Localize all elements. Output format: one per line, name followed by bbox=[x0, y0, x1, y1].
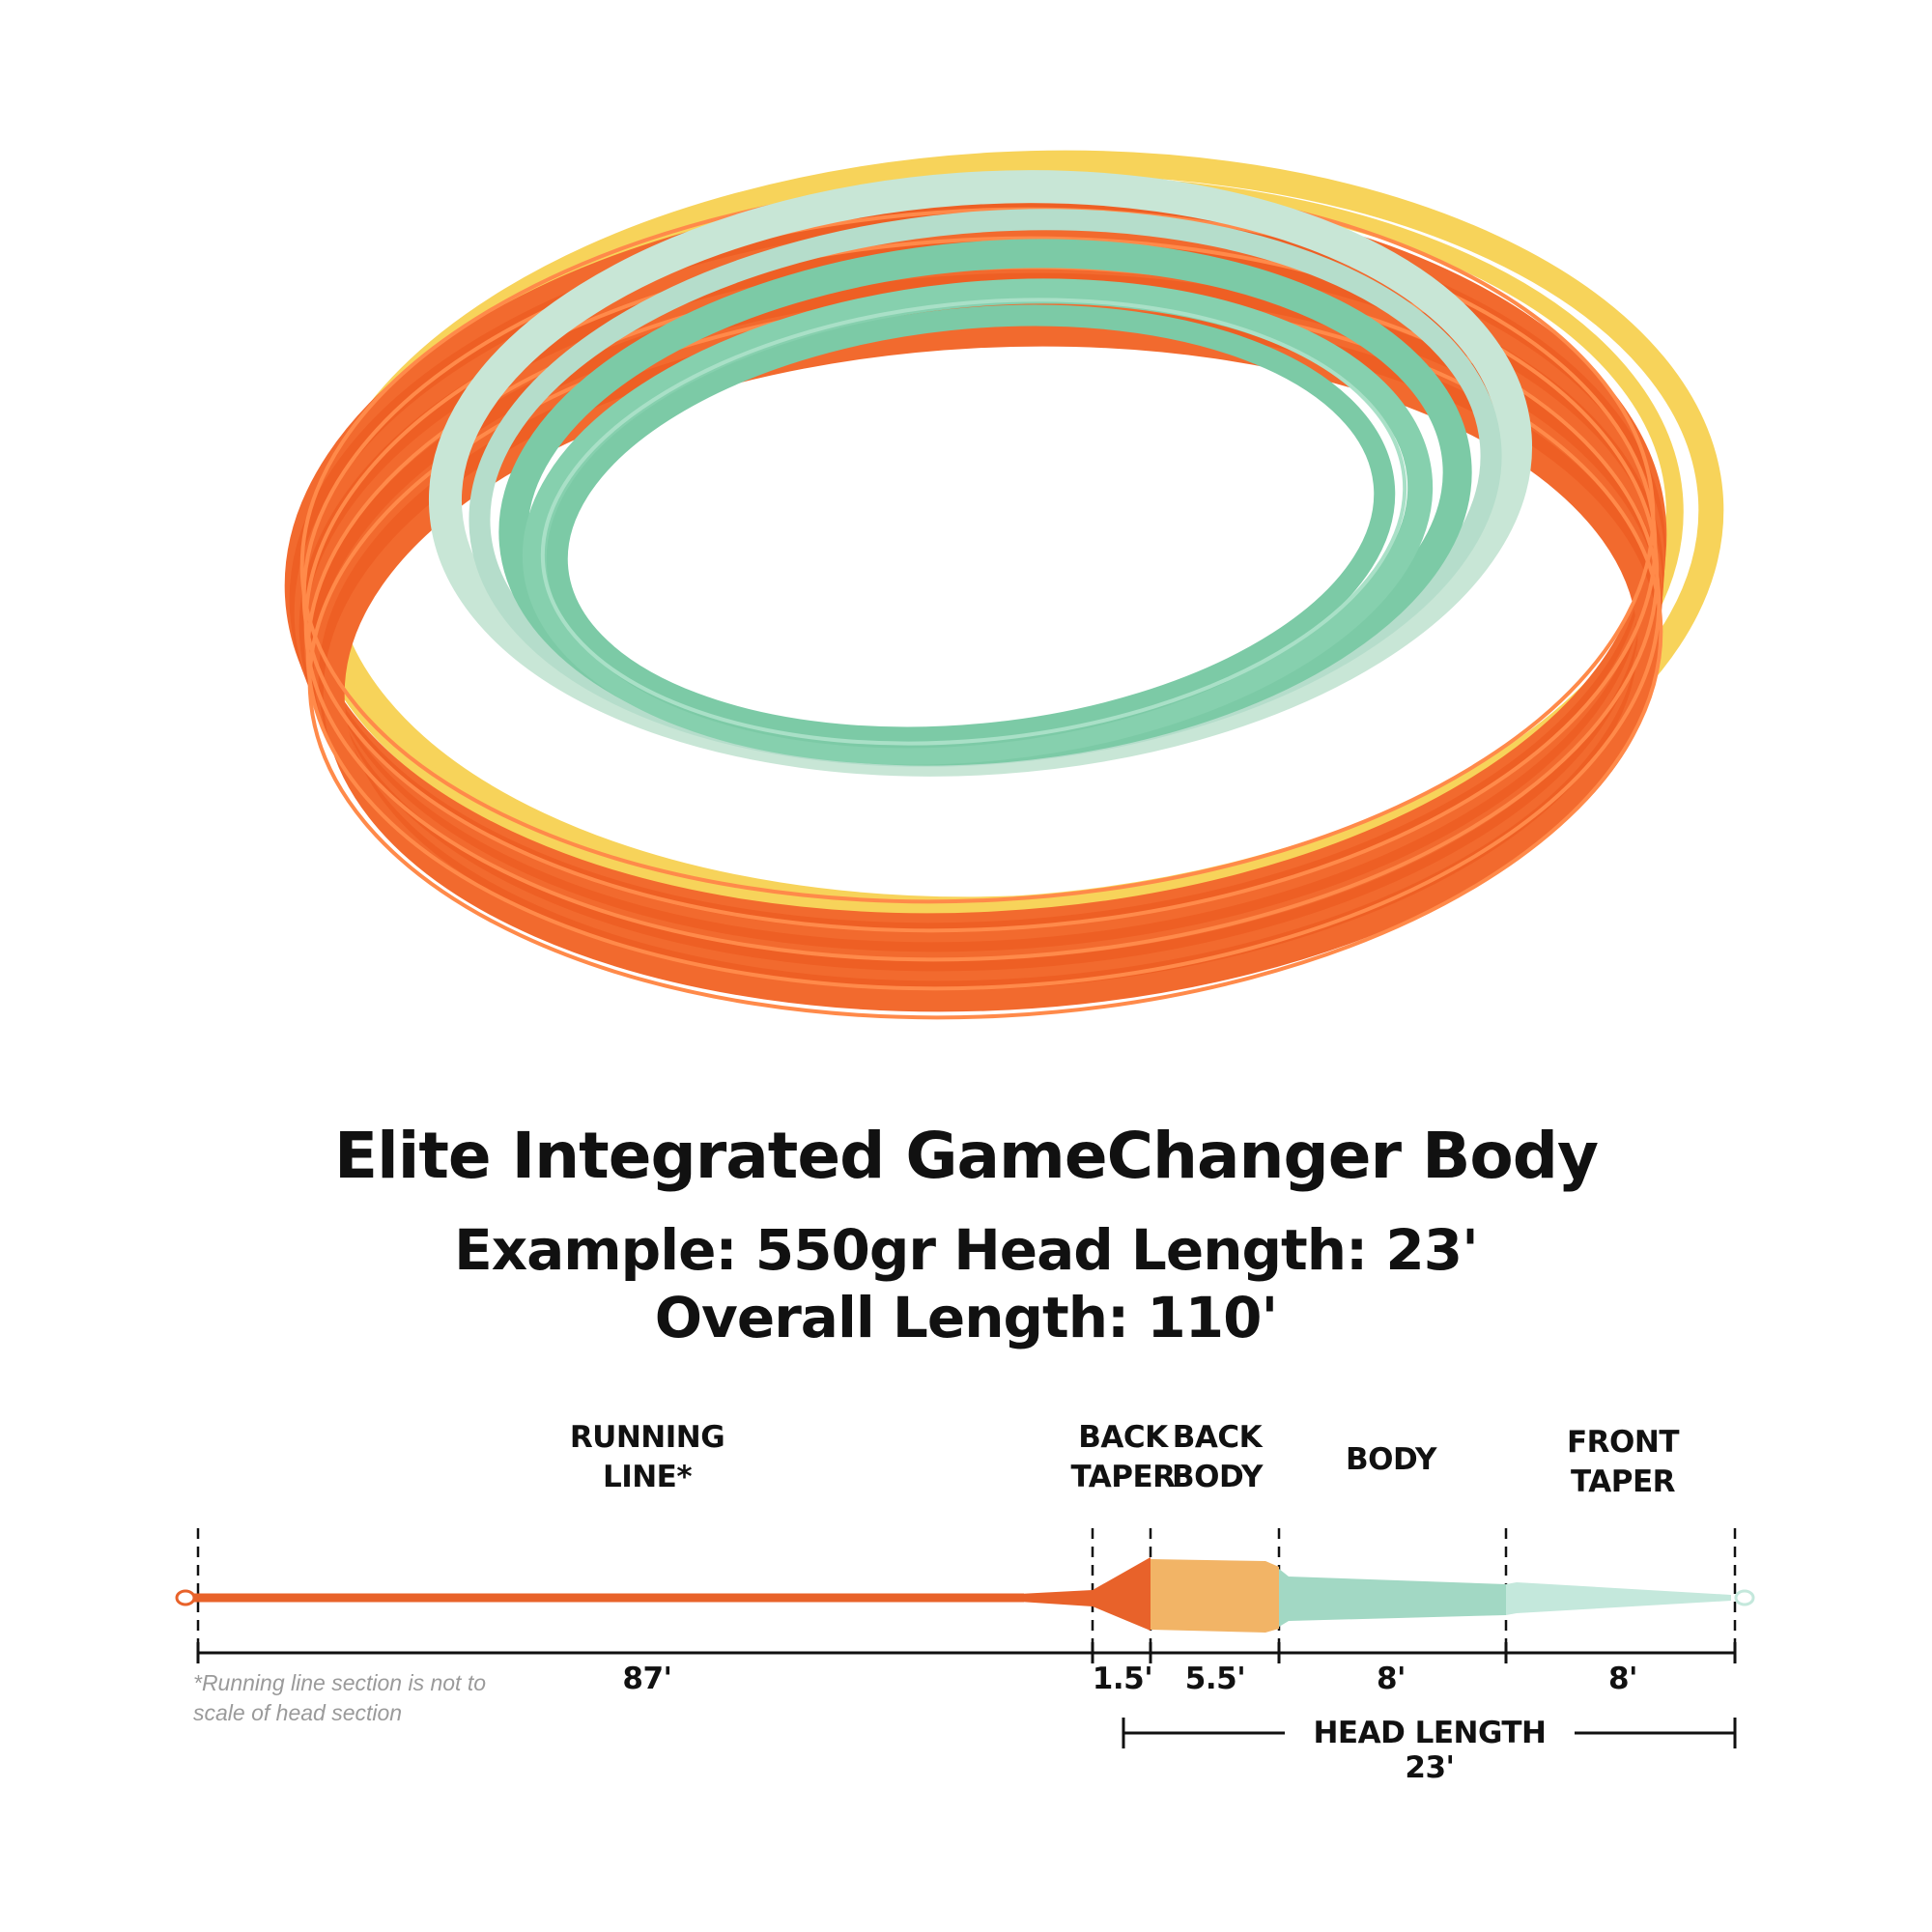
running-line-footnote: *Running line section is not to scale of… bbox=[193, 1668, 599, 1728]
measure-front-taper: 8' bbox=[1607, 1662, 1638, 1696]
section-label-front-taper: FRONT TAPER bbox=[1541, 1423, 1705, 1502]
product-title: Elite Integrated GameChanger Body bbox=[334, 1119, 1599, 1193]
measurement-axis bbox=[196, 1642, 1737, 1663]
coil-ring-shine bbox=[540, 298, 1407, 746]
running-line-label-1: RUNNING bbox=[569, 1420, 725, 1455]
front-taper-label-2: TAPER bbox=[1571, 1464, 1676, 1499]
body-label-1: BODY bbox=[1346, 1442, 1436, 1477]
front-taper-segment bbox=[1506, 1582, 1731, 1615]
back-body-segment bbox=[1151, 1559, 1279, 1633]
front-taper-label-1: FRONT bbox=[1567, 1425, 1680, 1460]
measure-back-body: 5.5' bbox=[1184, 1662, 1246, 1696]
measure-running-line: 87' bbox=[622, 1662, 672, 1696]
measure-back-taper: 1.5' bbox=[1092, 1662, 1153, 1696]
coil-ring-green bbox=[522, 278, 1434, 765]
coil-ring-green bbox=[546, 304, 1396, 749]
section-label-running-line: RUNNING LINE* bbox=[541, 1418, 753, 1497]
example-spec-line1: Example: 550gr Head Length: 23' bbox=[454, 1217, 1479, 1283]
body-segment bbox=[1279, 1569, 1506, 1627]
section-label-back-taper: BACK TAPER bbox=[1063, 1418, 1183, 1497]
back-taper-segment bbox=[1019, 1557, 1151, 1631]
coil-drawing bbox=[284, 150, 1724, 1020]
coil-rings bbox=[284, 150, 1724, 1020]
back-body-label-1: BACK bbox=[1172, 1420, 1263, 1455]
example-spec-line2: Overall Length: 110' bbox=[654, 1285, 1278, 1350]
head-length-label: HEAD LENGTH 23' bbox=[1285, 1716, 1575, 1785]
footnote-line-2: scale of head section bbox=[193, 1700, 403, 1725]
measure-body: 8' bbox=[1376, 1662, 1406, 1696]
back-taper-label-1: BACK bbox=[1078, 1420, 1168, 1455]
back-body-label-2: BODY bbox=[1172, 1460, 1263, 1494]
back-taper-label-2: TAPER bbox=[1070, 1460, 1177, 1494]
front-loop bbox=[1734, 1589, 1755, 1606]
running-line-label-2: LINE* bbox=[602, 1460, 693, 1494]
section-label-body: BODY bbox=[1314, 1440, 1468, 1480]
footnote-line-1: *Running line section is not to bbox=[193, 1670, 487, 1695]
section-label-back-body: BACK BODY bbox=[1164, 1418, 1270, 1497]
rear-loop bbox=[175, 1589, 196, 1606]
fly-line-coil-image bbox=[284, 150, 1724, 1020]
